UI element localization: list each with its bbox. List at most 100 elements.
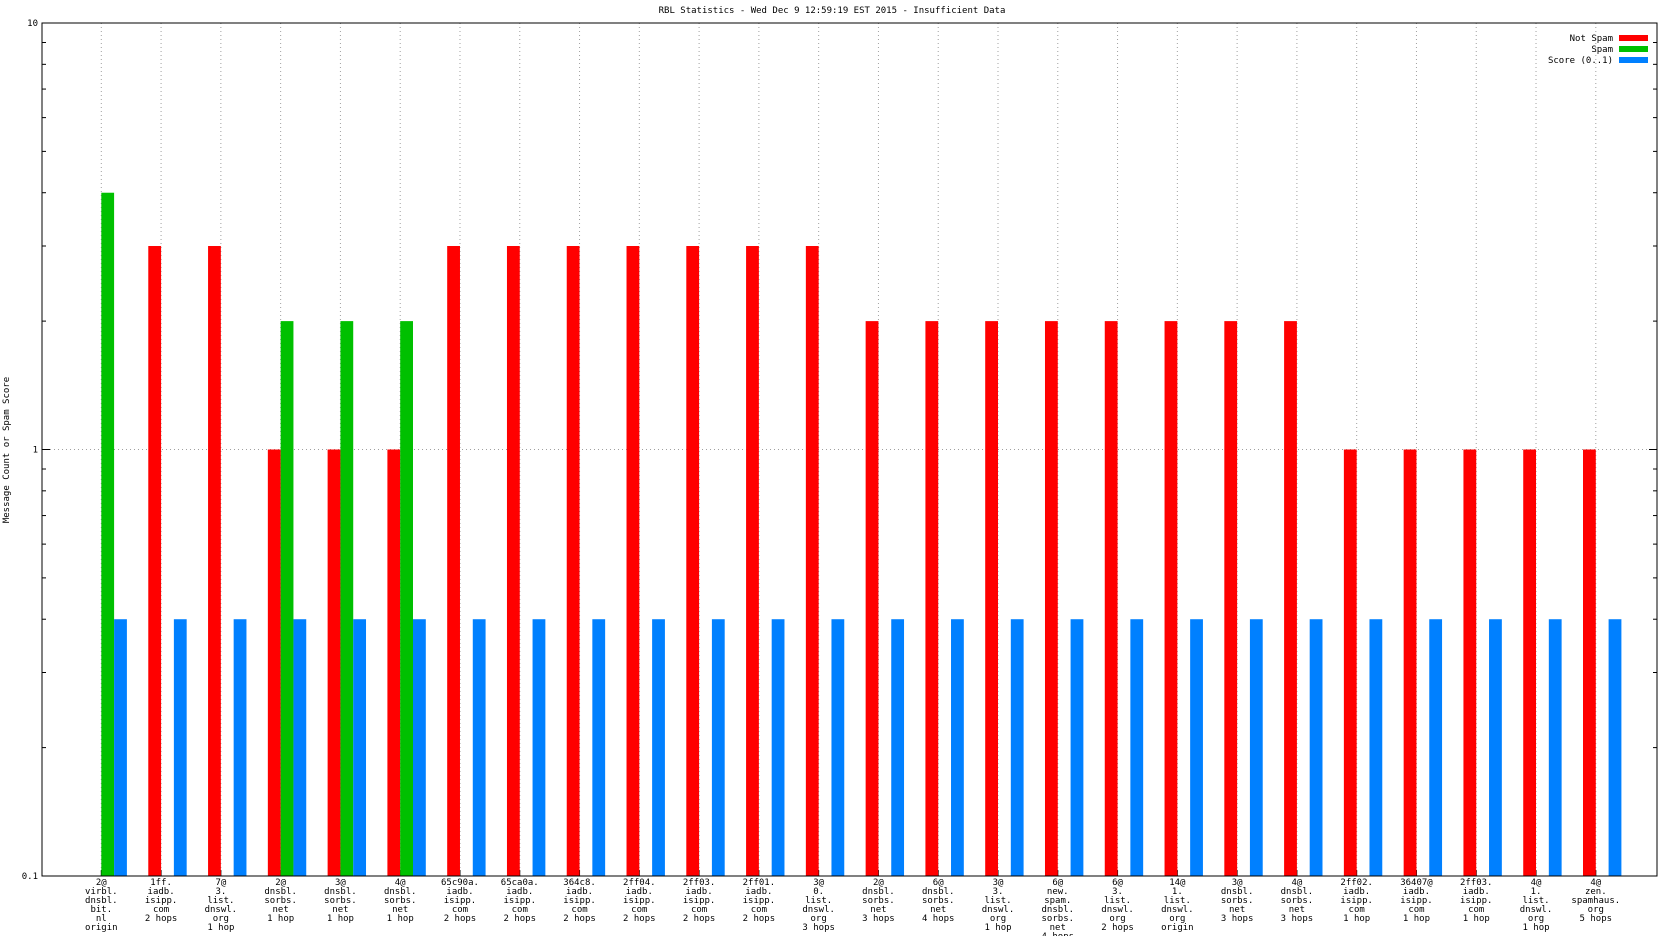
x-tick-label: com <box>512 905 528 915</box>
x-tick-label: sorbs. <box>384 896 417 906</box>
x-tick-label: isipp. <box>1340 896 1373 906</box>
x-tick-label: 364c8. <box>563 878 596 888</box>
bar <box>805 246 819 876</box>
x-tick-label: bit. <box>90 905 112 915</box>
x-tick-label: iadb. <box>506 887 533 897</box>
x-tick-label: isipp. <box>1400 896 1433 906</box>
x-tick-label: sorbs. <box>1042 914 1075 924</box>
bar <box>1130 619 1144 876</box>
x-tick-label: list. <box>1164 896 1191 906</box>
x-tick-label: iadb. <box>745 887 772 897</box>
x-tick-label: origin <box>1161 923 1194 933</box>
x-tick-label: org <box>1109 914 1125 924</box>
bar <box>400 321 413 876</box>
y-tick-label: 0.1 <box>22 872 38 882</box>
x-tick-label: 4@ <box>395 878 406 888</box>
x-tick-label: 2ff01. <box>743 878 776 888</box>
bar <box>1369 619 1383 876</box>
bar <box>101 192 115 876</box>
x-tick-label: org <box>1528 914 1544 924</box>
x-tick-label: list. <box>1104 896 1131 906</box>
x-tick-label: 2 hops <box>743 914 776 924</box>
x-tick-label: 4@ <box>1590 878 1601 888</box>
x-tick-label: dnswl. <box>205 905 238 915</box>
bar <box>626 246 640 876</box>
x-tick-label: 3@ <box>993 878 1004 888</box>
x-tick-label: iadb. <box>1343 887 1370 897</box>
bar <box>1463 449 1477 876</box>
x-tick-label: com <box>1349 905 1365 915</box>
x-tick-label: 2ff03. <box>1460 878 1493 888</box>
legend-swatch <box>1619 35 1648 41</box>
x-tick-label: dnsbl. <box>384 887 417 897</box>
x-tick-label: 3 hops <box>1281 914 1314 924</box>
x-tick-label: dnsbl. <box>862 887 895 897</box>
chart-title: RBL Statistics - Wed Dec 9 12:59:19 EST … <box>659 6 1006 16</box>
x-tick-label: zen. <box>1585 887 1607 897</box>
bar <box>831 619 845 876</box>
x-tick-label: sorbs. <box>324 896 357 906</box>
x-tick-label: origin <box>85 923 118 933</box>
x-tick-label: 1 hop <box>984 923 1011 933</box>
x-tick-label: 4 hops <box>1042 932 1075 936</box>
x-tick-label: list. <box>984 896 1011 906</box>
x-tick-label: 2 hops <box>623 914 656 924</box>
x-tick-label: 2 hops <box>683 914 716 924</box>
bar <box>173 619 187 876</box>
x-tick-label: new. <box>1047 887 1069 897</box>
x-tick-label: isipp. <box>563 896 596 906</box>
bar <box>413 619 426 876</box>
x-tick-label: 4@ <box>1291 878 1302 888</box>
x-tick-label: 7@ <box>215 878 226 888</box>
x-tick-label: dnswl. <box>1520 905 1553 915</box>
x-tick-label: isipp. <box>504 896 537 906</box>
x-tick-label: dnsbl. <box>1042 905 1075 915</box>
x-tick-label: net <box>930 905 946 915</box>
bar <box>148 246 162 876</box>
x-tick-label: isipp. <box>743 896 776 906</box>
x-tick-label: virbl. <box>85 887 118 897</box>
bar <box>1489 619 1502 876</box>
bar <box>652 619 665 876</box>
bar <box>1104 321 1118 876</box>
x-tick-label: 3@ <box>1232 878 1243 888</box>
x-tick-label: dnswl. <box>982 905 1015 915</box>
x-tick-label: 2ff03. <box>683 878 716 888</box>
bar <box>387 449 401 876</box>
bar <box>951 619 964 876</box>
x-tick-label: 1 hop <box>1343 914 1370 924</box>
x-tick-label: dnswl. <box>802 905 835 915</box>
bar <box>1164 321 1178 876</box>
legend-swatch <box>1619 46 1648 52</box>
x-tick-label: dnswl. <box>1161 905 1194 915</box>
x-tick-label: 2@ <box>96 878 107 888</box>
x-tick-label: com <box>1468 905 1484 915</box>
bar <box>114 619 127 876</box>
x-tick-label: com <box>571 905 587 915</box>
bar <box>1309 619 1323 876</box>
bar <box>1070 619 1084 876</box>
bar <box>472 619 486 876</box>
x-tick-label: 65c90a. <box>441 878 479 888</box>
bar <box>865 321 879 876</box>
x-tick-label: list. <box>805 896 832 906</box>
bar <box>506 246 520 876</box>
bar <box>267 449 281 876</box>
bar <box>532 619 546 876</box>
x-tick-label: 2 hops <box>1101 923 1134 933</box>
x-tick-label: 6@ <box>1052 878 1063 888</box>
bar <box>1429 619 1443 876</box>
x-tick-label: 3. <box>1112 887 1123 897</box>
x-tick-label: 2 hops <box>444 914 477 924</box>
x-tick-label: org <box>811 914 827 924</box>
x-tick-label: org <box>213 914 229 924</box>
x-tick-label: 3. <box>993 887 1004 897</box>
y-tick-label: 10 <box>27 19 38 29</box>
legend-label: Spam <box>1591 45 1613 55</box>
bar <box>566 246 580 876</box>
x-tick-label: net <box>273 905 289 915</box>
x-tick-label: 2@ <box>275 878 286 888</box>
bar <box>233 619 247 876</box>
